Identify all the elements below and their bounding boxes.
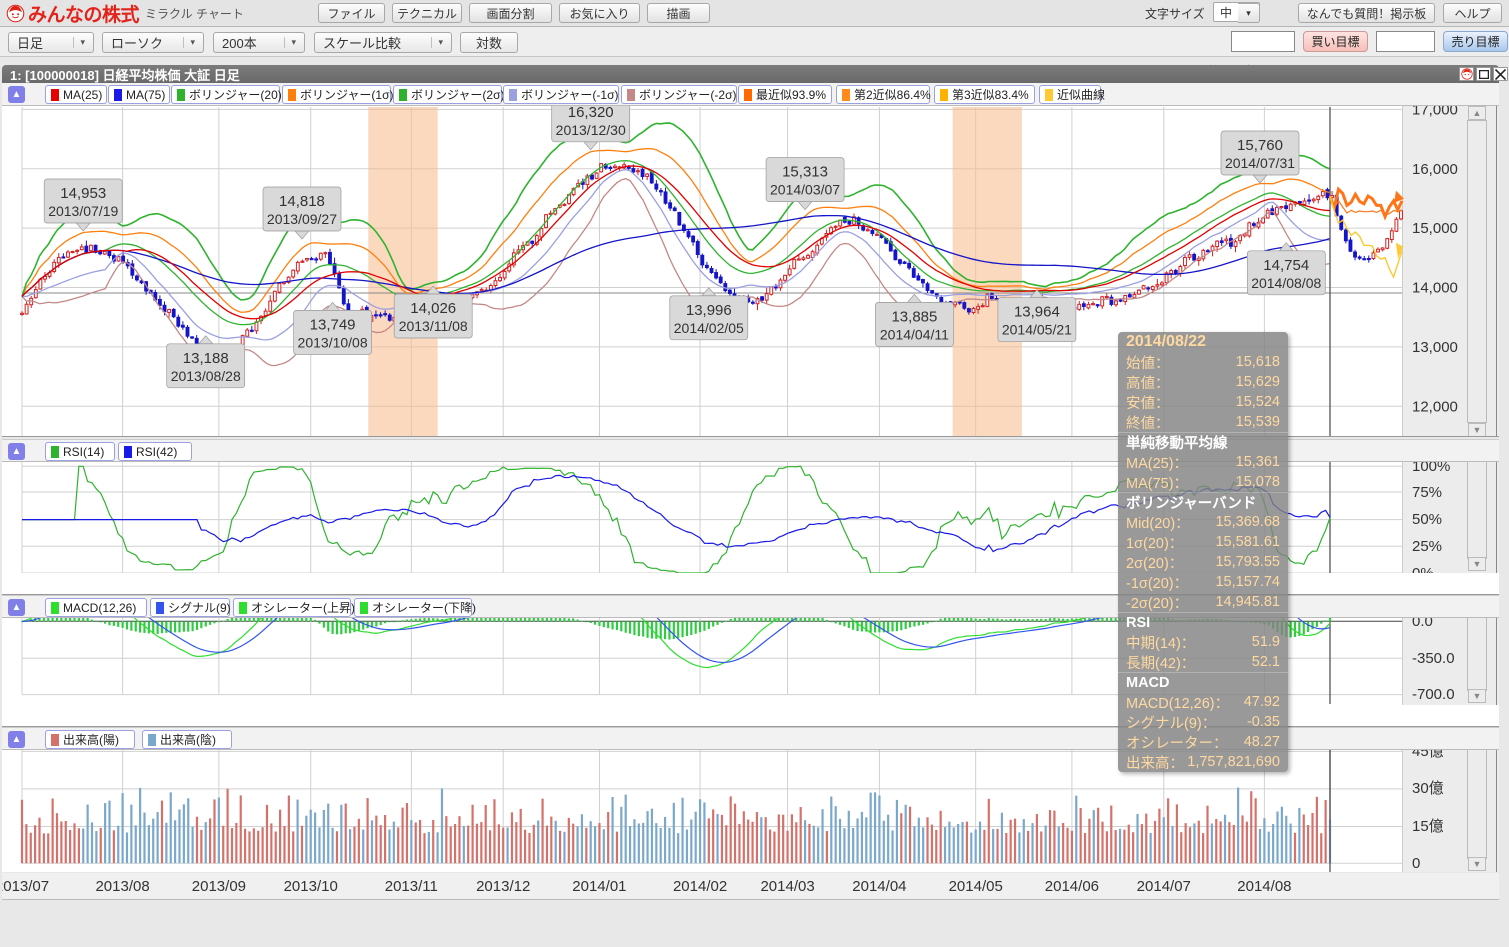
svg-text:45億: 45億 [1412, 750, 1444, 760]
svg-text:2014/05/21: 2014/05/21 [1002, 322, 1072, 338]
svg-text:14,818: 14,818 [279, 193, 325, 210]
svg-text:75%: 75% [1412, 484, 1442, 501]
svg-text:2013/07/19: 2013/07/19 [48, 203, 118, 219]
svg-text:13,996: 13,996 [686, 302, 732, 319]
svg-text:13,885: 13,885 [891, 308, 937, 325]
svg-text:2014/02: 2014/02 [673, 878, 727, 895]
svg-text:2014/04/11: 2014/04/11 [880, 326, 949, 342]
svg-text:2014/05: 2014/05 [949, 878, 1003, 895]
svg-text:0.0: 0.0 [1412, 618, 1433, 630]
svg-text:2014/02/05: 2014/02/05 [674, 320, 744, 336]
svg-text:2014/08: 2014/08 [1237, 878, 1291, 895]
svg-text:2013/08/28: 2013/08/28 [171, 368, 241, 384]
svg-text:2014/07/31: 2014/07/31 [1225, 155, 1295, 171]
svg-text:2013/10/08: 2013/10/08 [298, 334, 368, 350]
svg-text:0: 0 [1412, 855, 1420, 872]
svg-text:2013/10: 2013/10 [284, 878, 338, 895]
svg-text:12,000: 12,000 [1412, 398, 1458, 415]
svg-text:2013/08: 2013/08 [95, 878, 149, 895]
svg-text:15,313: 15,313 [782, 164, 828, 181]
svg-text:2014/08/08: 2014/08/08 [1251, 275, 1321, 291]
svg-text:2013/11/08: 2013/11/08 [399, 318, 468, 334]
svg-text:25%: 25% [1412, 538, 1442, 555]
svg-text:13,188: 13,188 [183, 350, 229, 367]
svg-text:-350.0: -350.0 [1412, 650, 1455, 667]
svg-text:2014/07: 2014/07 [1137, 878, 1191, 895]
svg-text:2013/12: 2013/12 [476, 878, 530, 895]
svg-text:13,000: 13,000 [1412, 339, 1458, 356]
svg-text:16,000: 16,000 [1412, 161, 1458, 178]
svg-text:13,964: 13,964 [1014, 304, 1060, 321]
svg-text:2014/06: 2014/06 [1045, 878, 1099, 895]
svg-text:14,754: 14,754 [1263, 257, 1309, 274]
svg-text:15,760: 15,760 [1237, 137, 1283, 154]
svg-text:15億: 15億 [1412, 818, 1444, 835]
svg-text:2013/09: 2013/09 [192, 878, 246, 895]
svg-text:15,000: 15,000 [1412, 220, 1458, 237]
svg-text:2013/07: 2013/07 [2, 878, 49, 895]
svg-text:30億: 30億 [1412, 780, 1444, 797]
svg-text:14,000: 14,000 [1412, 280, 1458, 297]
svg-text:14,026: 14,026 [410, 300, 456, 317]
svg-text:2014/03: 2014/03 [760, 878, 814, 895]
svg-text:50%: 50% [1412, 511, 1442, 528]
svg-text:2014/04: 2014/04 [852, 878, 906, 895]
svg-text:2014/03/07: 2014/03/07 [770, 182, 840, 198]
svg-text:100%: 100% [1412, 462, 1450, 475]
svg-text:13,749: 13,749 [310, 316, 356, 333]
svg-text:2014/01: 2014/01 [572, 878, 626, 895]
svg-text:2013/12/30: 2013/12/30 [556, 122, 626, 138]
svg-text:14,953: 14,953 [60, 185, 106, 202]
svg-text:17,000: 17,000 [1412, 106, 1458, 118]
svg-text:2013/11: 2013/11 [385, 878, 438, 895]
svg-text:16,320: 16,320 [568, 106, 614, 121]
svg-text:0%: 0% [1412, 565, 1434, 573]
svg-text:2013/09/27: 2013/09/27 [267, 211, 337, 227]
svg-text:-700.0: -700.0 [1412, 686, 1455, 703]
